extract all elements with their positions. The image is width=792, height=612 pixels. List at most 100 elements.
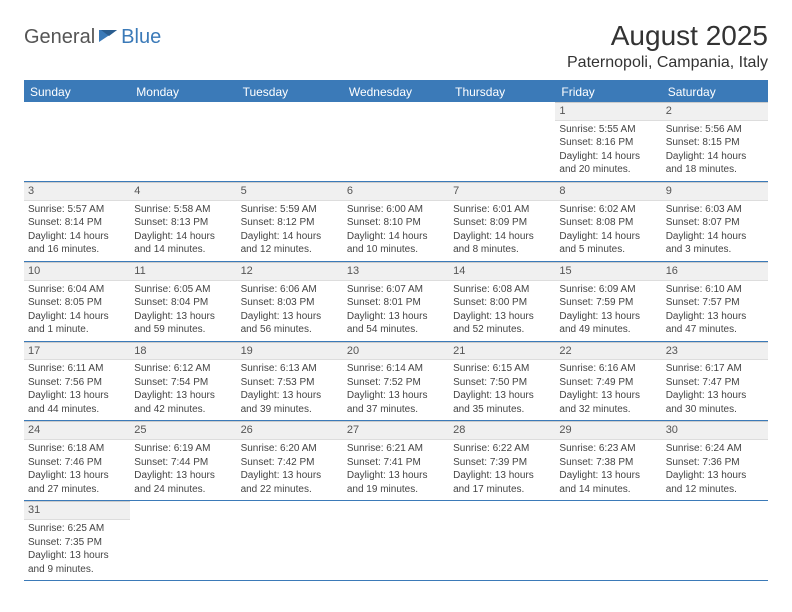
weekday-header: Thursday [449,82,555,102]
empty-cell [555,501,661,580]
daylight-line: Daylight: 13 hours and 19 minutes. [347,469,445,496]
day-cell: 29Sunrise: 6:23 AMSunset: 7:38 PMDayligh… [555,421,661,500]
sunrise-line: Sunrise: 6:22 AM [453,442,551,456]
day-cell: 7Sunrise: 6:01 AMSunset: 8:09 PMDaylight… [449,182,555,261]
flag-icon [99,28,119,42]
daylight-line: Daylight: 14 hours and 3 minutes. [666,230,764,257]
sunset-line: Sunset: 7:46 PM [28,456,126,470]
day-cell: 8Sunrise: 6:02 AMSunset: 8:08 PMDaylight… [555,182,661,261]
day-number: 10 [24,263,130,281]
day-number: 18 [130,343,236,361]
day-number: 1 [555,103,661,121]
day-cell: 22Sunrise: 6:16 AMSunset: 7:49 PMDayligh… [555,342,661,421]
day-cell: 3Sunrise: 5:57 AMSunset: 8:14 PMDaylight… [24,182,130,261]
sunset-line: Sunset: 7:36 PM [666,456,764,470]
daylight-line: Daylight: 13 hours and 54 minutes. [347,310,445,337]
sunrise-line: Sunrise: 5:57 AM [28,203,126,217]
week-row: 3Sunrise: 5:57 AMSunset: 8:14 PMDaylight… [24,182,768,262]
sunset-line: Sunset: 8:08 PM [559,216,657,230]
day-cell: 14Sunrise: 6:08 AMSunset: 8:00 PMDayligh… [449,262,555,341]
empty-cell [662,501,768,580]
day-cell: 10Sunrise: 6:04 AMSunset: 8:05 PMDayligh… [24,262,130,341]
day-number: 25 [130,422,236,440]
empty-cell [130,501,236,580]
sunset-line: Sunset: 7:47 PM [666,376,764,390]
week-row: 31Sunrise: 6:25 AMSunset: 7:35 PMDayligh… [24,501,768,581]
daylight-line: Daylight: 13 hours and 17 minutes. [453,469,551,496]
day-number: 9 [662,183,768,201]
sunrise-line: Sunrise: 6:16 AM [559,362,657,376]
sunset-line: Sunset: 8:09 PM [453,216,551,230]
sunrise-line: Sunrise: 6:21 AM [347,442,445,456]
sunrise-line: Sunrise: 6:04 AM [28,283,126,297]
daylight-line: Daylight: 13 hours and 56 minutes. [241,310,339,337]
day-cell: 18Sunrise: 6:12 AMSunset: 7:54 PMDayligh… [130,342,236,421]
empty-cell [24,102,130,181]
daylight-line: Daylight: 14 hours and 14 minutes. [134,230,232,257]
sunset-line: Sunset: 7:39 PM [453,456,551,470]
sunset-line: Sunset: 8:04 PM [134,296,232,310]
day-number: 12 [237,263,343,281]
sunset-line: Sunset: 7:53 PM [241,376,339,390]
day-number: 15 [555,263,661,281]
day-cell: 6Sunrise: 6:00 AMSunset: 8:10 PMDaylight… [343,182,449,261]
daylight-line: Daylight: 13 hours and 42 minutes. [134,389,232,416]
sunrise-line: Sunrise: 6:07 AM [347,283,445,297]
sunset-line: Sunset: 8:01 PM [347,296,445,310]
daylight-line: Daylight: 13 hours and 14 minutes. [559,469,657,496]
sunset-line: Sunset: 8:12 PM [241,216,339,230]
day-cell: 11Sunrise: 6:05 AMSunset: 8:04 PMDayligh… [130,262,236,341]
daylight-line: Daylight: 14 hours and 8 minutes. [453,230,551,257]
sunrise-line: Sunrise: 6:00 AM [347,203,445,217]
day-number: 7 [449,183,555,201]
sunset-line: Sunset: 7:50 PM [453,376,551,390]
sunset-line: Sunset: 7:56 PM [28,376,126,390]
sunset-line: Sunset: 7:59 PM [559,296,657,310]
sunrise-line: Sunrise: 6:20 AM [241,442,339,456]
day-number: 19 [237,343,343,361]
daylight-line: Daylight: 14 hours and 10 minutes. [347,230,445,257]
day-number: 22 [555,343,661,361]
empty-cell [237,501,343,580]
week-row: 1Sunrise: 5:55 AMSunset: 8:16 PMDaylight… [24,102,768,182]
sunrise-line: Sunrise: 6:10 AM [666,283,764,297]
sunrise-line: Sunrise: 5:58 AM [134,203,232,217]
sunset-line: Sunset: 8:10 PM [347,216,445,230]
daylight-line: Daylight: 13 hours and 44 minutes. [28,389,126,416]
daylight-line: Daylight: 13 hours and 49 minutes. [559,310,657,337]
sunrise-line: Sunrise: 6:14 AM [347,362,445,376]
day-number: 21 [449,343,555,361]
empty-cell [130,102,236,181]
location: Paternopoli, Campania, Italy [567,54,768,72]
day-cell: 2Sunrise: 5:56 AMSunset: 8:15 PMDaylight… [662,102,768,181]
sunset-line: Sunset: 7:42 PM [241,456,339,470]
sunrise-line: Sunrise: 6:12 AM [134,362,232,376]
day-cell: 31Sunrise: 6:25 AMSunset: 7:35 PMDayligh… [24,501,130,580]
sunrise-line: Sunrise: 6:25 AM [28,522,126,536]
sunrise-line: Sunrise: 6:24 AM [666,442,764,456]
day-cell: 1Sunrise: 5:55 AMSunset: 8:16 PMDaylight… [555,102,661,181]
daylight-line: Daylight: 14 hours and 12 minutes. [241,230,339,257]
day-cell: 27Sunrise: 6:21 AMSunset: 7:41 PMDayligh… [343,421,449,500]
day-cell: 25Sunrise: 6:19 AMSunset: 7:44 PMDayligh… [130,421,236,500]
calendar-body: 1Sunrise: 5:55 AMSunset: 8:16 PMDaylight… [24,102,768,581]
day-number: 20 [343,343,449,361]
sunrise-line: Sunrise: 6:17 AM [666,362,764,376]
day-cell: 19Sunrise: 6:13 AMSunset: 7:53 PMDayligh… [237,342,343,421]
calendar: SundayMondayTuesdayWednesdayThursdayFrid… [24,80,768,581]
day-number: 30 [662,422,768,440]
daylight-line: Daylight: 13 hours and 59 minutes. [134,310,232,337]
daylight-line: Daylight: 14 hours and 1 minute. [28,310,126,337]
day-cell: 12Sunrise: 6:06 AMSunset: 8:03 PMDayligh… [237,262,343,341]
weekday-header: Friday [555,82,661,102]
daylight-line: Daylight: 14 hours and 16 minutes. [28,230,126,257]
daylight-line: Daylight: 13 hours and 52 minutes. [453,310,551,337]
day-cell: 4Sunrise: 5:58 AMSunset: 8:13 PMDaylight… [130,182,236,261]
day-number: 26 [237,422,343,440]
day-number: 16 [662,263,768,281]
sunrise-line: Sunrise: 6:09 AM [559,283,657,297]
daylight-line: Daylight: 13 hours and 39 minutes. [241,389,339,416]
sunset-line: Sunset: 7:38 PM [559,456,657,470]
day-number: 2 [662,103,768,121]
weekday-header: Saturday [662,82,768,102]
